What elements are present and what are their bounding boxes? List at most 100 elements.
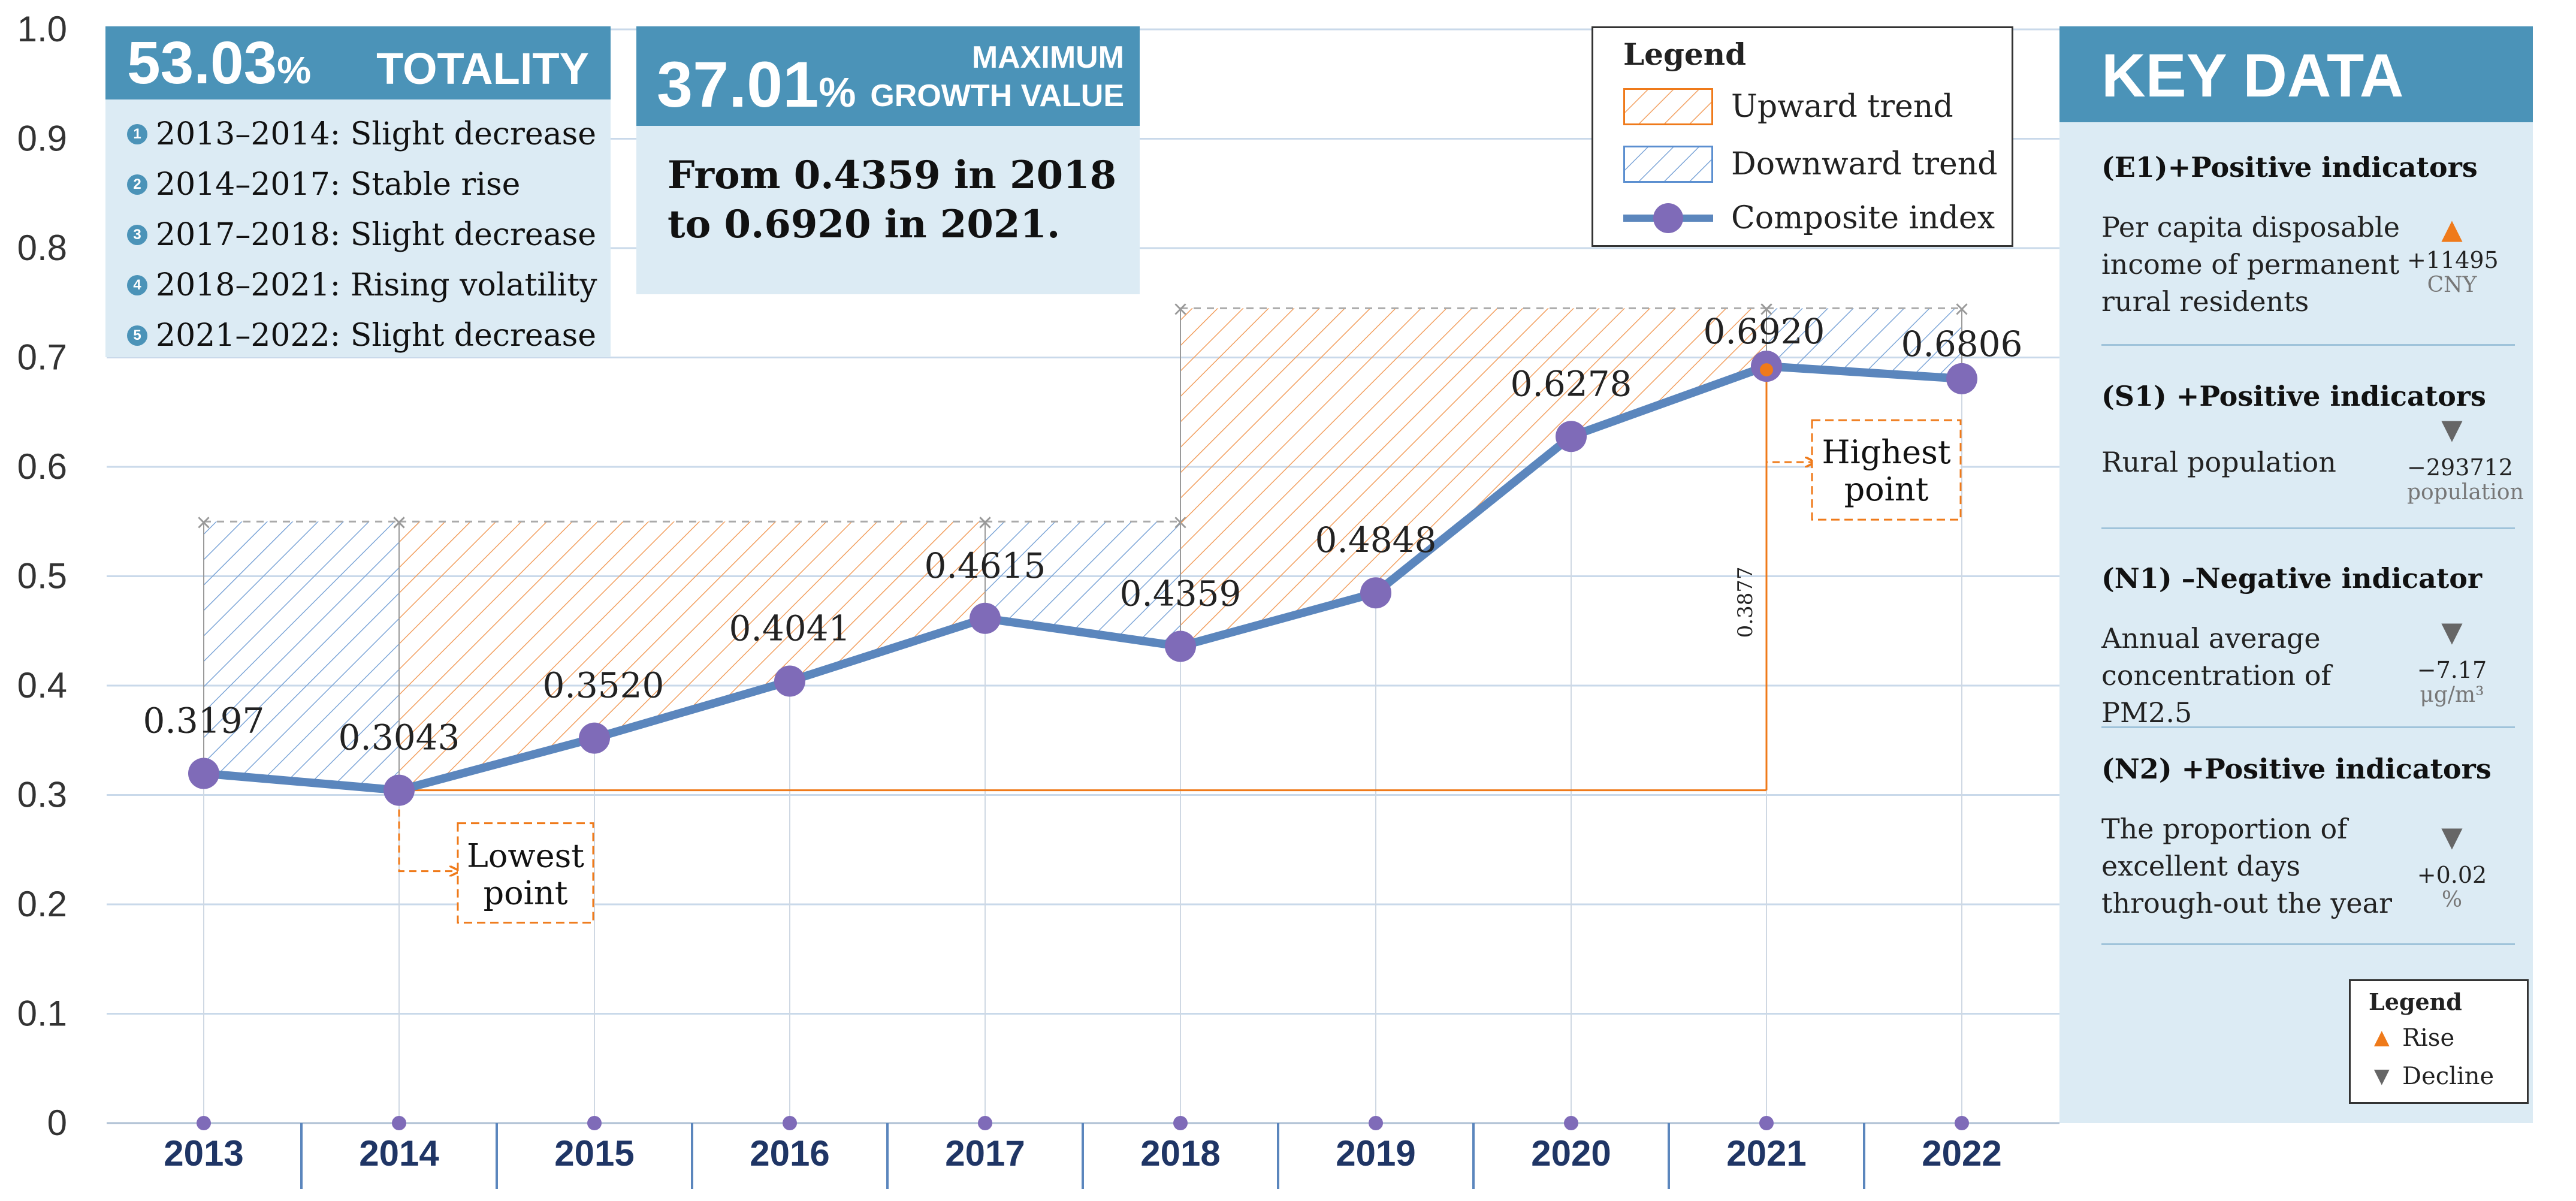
data-point bbox=[188, 758, 219, 789]
legend-label-upward: Upward trend bbox=[1731, 89, 1953, 125]
x-axis-dot bbox=[1173, 1116, 1188, 1130]
data-point bbox=[1556, 421, 1587, 452]
upward-trend-area bbox=[1180, 308, 1766, 647]
key-data-title: KEY DATA bbox=[2101, 41, 2404, 110]
legend-item-upward: Upward trend bbox=[1623, 86, 1953, 128]
totality-percent-unit: % bbox=[277, 49, 312, 92]
data-label: 0.4615 bbox=[925, 545, 1046, 586]
key-item-unit: μg/m³ bbox=[2420, 683, 2484, 707]
legend-item-composite: Composite index bbox=[1623, 197, 1995, 239]
key-item-e1: (E1)+Positive indicators Per capita disp… bbox=[2101, 151, 2499, 349]
growth-percent-value: 37.01 bbox=[657, 48, 819, 120]
key-item-category: (N1) –Negative indicator bbox=[2101, 562, 2483, 595]
x-axis-dot bbox=[587, 1116, 602, 1130]
rise-triangle-icon: ▲ bbox=[2369, 1023, 2395, 1052]
data-label: 0.4848 bbox=[1315, 520, 1437, 560]
data-point bbox=[1946, 363, 1977, 394]
x-tick-label: 2019 bbox=[1336, 1133, 1415, 1173]
data-point bbox=[383, 774, 415, 806]
upward-trend-area bbox=[399, 521, 985, 790]
y-tick-label: 0.7 bbox=[17, 337, 67, 378]
stage-number-badge: 5 bbox=[127, 325, 147, 346]
trend-range-marker: × bbox=[1758, 297, 1775, 321]
data-point bbox=[970, 602, 1001, 634]
y-tick-label: 0.2 bbox=[17, 884, 67, 924]
stage-item: 4 2018–2021: Rising volatility bbox=[127, 260, 597, 310]
decline-triangle-icon: ▼ bbox=[2369, 1061, 2395, 1091]
span-value-label: 0.3877 bbox=[1734, 566, 1757, 638]
x-axis-dot bbox=[1564, 1116, 1578, 1130]
x-axis-dot bbox=[197, 1116, 211, 1130]
growth-desc-line1: From 0.4359 in 2018 bbox=[668, 153, 1117, 198]
key-separator bbox=[2101, 344, 2515, 346]
x-tick-label: 2020 bbox=[1531, 1133, 1611, 1173]
x-tick-label: 2018 bbox=[1140, 1133, 1220, 1173]
stage-list: 1 2013–2014: Slight decrease 2 2014–2017: … bbox=[127, 109, 597, 361]
growth-description: From 0.4359 in 2018 to 0.6920 in 2021. bbox=[668, 151, 1123, 249]
y-tick-label: 0.5 bbox=[17, 556, 67, 596]
highest-pointer bbox=[1765, 384, 1814, 462]
lowest-callout-box bbox=[457, 822, 594, 924]
key-item-value: −7.17 bbox=[2417, 657, 2487, 683]
totality-label: TOTALITY bbox=[376, 44, 589, 93]
series-layer bbox=[188, 351, 1977, 806]
y-tick-label: 0.9 bbox=[17, 119, 67, 159]
key-item-value: +11495 bbox=[2407, 247, 2499, 273]
key-data-legend: Legend ▲ Rise ▼ Decline bbox=[2349, 979, 2529, 1104]
growth-percent-unit: % bbox=[819, 69, 856, 116]
x-tick-label: 2016 bbox=[750, 1133, 829, 1173]
key-item-category: (S1) +Positive indicators bbox=[2101, 380, 2486, 412]
growth-label-line2: GROWTH VALUE bbox=[870, 79, 1124, 113]
y-tick-label: 0 bbox=[47, 1103, 67, 1143]
trend-range-marker: × bbox=[195, 510, 213, 534]
chart-legend: Legend Upward trend Downward trend Compo… bbox=[1591, 26, 2013, 247]
trend-range-marker: × bbox=[1172, 297, 1189, 321]
trend-range-marker: × bbox=[977, 510, 994, 534]
decline-triangle-icon: ▼ bbox=[2441, 615, 2463, 648]
data-label: 0.6278 bbox=[1511, 363, 1632, 404]
downward-hatch-swatch bbox=[1623, 146, 1713, 183]
legend-label-composite: Composite index bbox=[1731, 200, 1995, 236]
key-legend-title: Legend bbox=[2369, 988, 2462, 1015]
highest-label: point bbox=[1844, 470, 1929, 508]
key-item-value-block: ▼ +0.02 % bbox=[2407, 819, 2497, 912]
totality-header: 53.03% TOTALITY bbox=[105, 26, 611, 99]
x-tick-label: 2014 bbox=[359, 1133, 439, 1173]
data-label: 0.3520 bbox=[543, 665, 665, 706]
lowest-label: Lowest bbox=[467, 837, 584, 875]
key-item-value: +0.02 bbox=[2417, 862, 2487, 888]
stage-text: 2021–2022: Slight decrease bbox=[156, 318, 597, 354]
key-item-description: Per capita disposable income of permanen… bbox=[2101, 211, 2400, 318]
downward-trend-area bbox=[1766, 308, 1962, 379]
key-item-n2: (N2) +Positive indicators The proportion… bbox=[2101, 753, 2497, 933]
key-item-category: (N2) +Positive indicators bbox=[2101, 753, 2492, 785]
y-tick-label: 0.8 bbox=[17, 228, 67, 268]
growth-label-line1: MAXIMUM bbox=[971, 40, 1124, 75]
key-item-value: −293712 bbox=[2407, 454, 2513, 481]
composite-index-line bbox=[200, 362, 1966, 795]
trend-range-marker: × bbox=[1953, 297, 1971, 321]
highest-label: Highest bbox=[1822, 433, 1950, 471]
x-tick-label: 2017 bbox=[945, 1133, 1025, 1173]
growth-percent: 37.01% bbox=[657, 47, 856, 122]
y-tick-label: 0.6 bbox=[17, 446, 67, 487]
key-item-description: Rural population bbox=[2101, 446, 2336, 478]
rise-triangle-icon: ▲ bbox=[2441, 213, 2463, 245]
stage-text: 2013–2014: Slight decrease bbox=[156, 116, 597, 152]
x-axis-dot bbox=[1955, 1116, 1969, 1130]
data-point bbox=[774, 665, 805, 697]
y-tick-label: 0.3 bbox=[17, 775, 67, 815]
x-tick-label: 2021 bbox=[1726, 1133, 1806, 1173]
legend-label-downward: Downward trend bbox=[1731, 146, 1998, 182]
x-axis-dot bbox=[1759, 1116, 1774, 1130]
stage-item: 3 2017–2018: Slight decrease bbox=[127, 210, 597, 260]
key-item-value-block: ▲ +11495 CNY bbox=[2407, 211, 2499, 297]
trend-range-marker: × bbox=[391, 510, 408, 534]
totality-percent-value: 53.03 bbox=[127, 29, 277, 96]
stage-text: 2018–2021: Rising volatility bbox=[156, 267, 597, 303]
legend-item-downward: Downward trend bbox=[1623, 143, 1998, 185]
data-label: 0.3043 bbox=[339, 717, 460, 758]
x-axis-dot bbox=[392, 1116, 406, 1130]
